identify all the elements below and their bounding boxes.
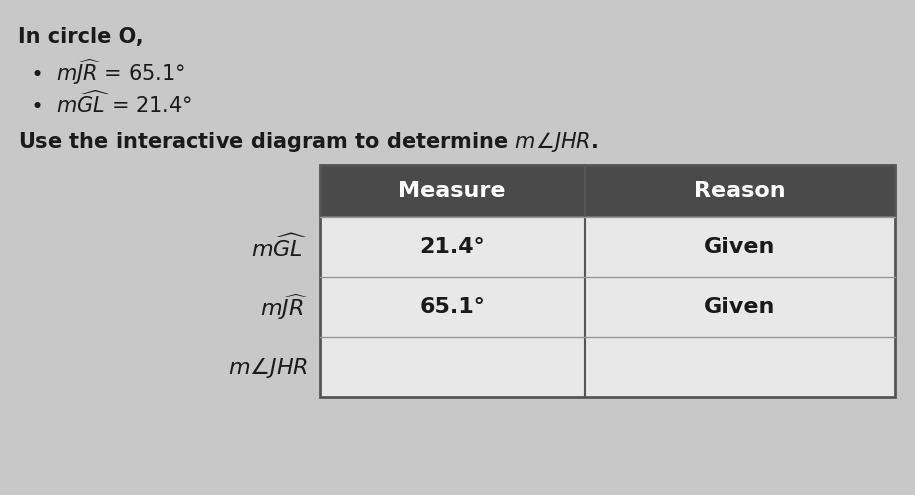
Bar <box>320 165 895 397</box>
Text: Use the interactive diagram to determine $m\angle JHR$.: Use the interactive diagram to determine… <box>18 130 598 154</box>
Text: Given: Given <box>704 237 775 257</box>
Bar <box>320 165 895 217</box>
Text: Reason: Reason <box>694 181 786 201</box>
Text: $m\widehat{GL}$: $m\widehat{GL}$ <box>252 233 308 261</box>
Text: $\bullet$  $m\widehat{GL}$ = 21.4°: $\bullet$ $m\widehat{GL}$ = 21.4° <box>30 90 192 117</box>
Text: $m\angle JHR$: $m\angle JHR$ <box>228 354 308 380</box>
Text: In circle O,: In circle O, <box>18 27 144 47</box>
Text: 21.4°: 21.4° <box>419 237 485 257</box>
Bar <box>320 337 895 397</box>
Text: Given: Given <box>704 297 775 317</box>
Text: $m\widehat{JR}$: $m\widehat{JR}$ <box>260 292 308 322</box>
Text: 65.1°: 65.1° <box>419 297 485 317</box>
Bar <box>320 217 895 277</box>
Text: Measure: Measure <box>399 181 506 201</box>
Bar <box>320 277 895 337</box>
Text: $\bullet$  $m\widehat{JR}$ = 65.1°: $\bullet$ $m\widehat{JR}$ = 65.1° <box>30 57 185 87</box>
